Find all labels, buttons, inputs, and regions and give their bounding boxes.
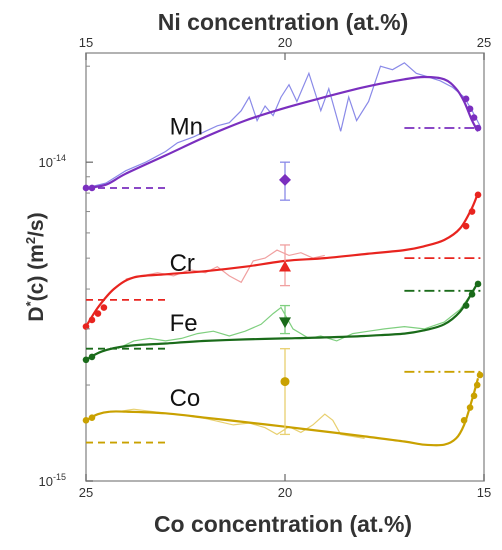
bottom-axis-title: Co concentration (at.%): [154, 511, 412, 537]
series-fe-fit-line: [85, 281, 479, 361]
y-axis-title-end: /s): [25, 212, 48, 237]
y-tick-label: 10-14: [39, 153, 66, 170]
series-co-exp-point: [280, 377, 290, 387]
plot-marks: Mn Cr Fe Co: [82, 62, 484, 447]
series-fe-end-point: [474, 280, 482, 288]
y-axis-title-sup2: 2: [23, 237, 38, 244]
series-mn-exp-point: [279, 173, 291, 186]
series-mn-end-point: [470, 114, 478, 121]
y-axis-title-sup: *: [23, 300, 38, 306]
series-cr-end-point: [474, 191, 482, 199]
axis-ticks: 25 20 15 15 20 25 10-15 10-14: [39, 35, 492, 500]
series-co-end-point: [82, 417, 90, 424]
series-co-end-point: [476, 371, 484, 379]
series-mn-end-point: [88, 184, 96, 192]
series-fe-end-point: [82, 356, 90, 364]
series-cr-end-point: [100, 304, 108, 311]
series-cr-exp-point: [279, 260, 291, 272]
x-top-tick-label: 15: [79, 35, 93, 50]
series-co-end-point: [470, 392, 478, 400]
series-co-fit-line: [85, 377, 480, 447]
series-fe: Fe: [82, 280, 484, 364]
series-cr-end-point: [82, 323, 90, 330]
series-cr: Cr: [82, 191, 484, 330]
series-mn: Mn: [82, 62, 484, 201]
x-bottom-tick-label: 20: [278, 485, 292, 500]
series-mn-end-point: [474, 124, 482, 132]
series-mn-raw-line: [85, 62, 481, 189]
series-cr-end-point: [468, 208, 476, 215]
series-mn-end-point: [462, 95, 470, 103]
series-mn-fit-line: [85, 75, 479, 190]
series-fe-end-point: [468, 291, 476, 298]
series-cr-end-point: [462, 222, 470, 230]
series-fe-end-point: [462, 302, 470, 309]
series-mn-end-point: [466, 105, 474, 113]
series-mn-end-point: [82, 184, 90, 192]
x-bottom-tick-label: 15: [477, 485, 491, 500]
series-cr-fit-line: [85, 192, 480, 328]
y-axis-title: D*(c) (m2/s): [23, 212, 48, 321]
series-co-end-point: [473, 381, 481, 389]
top-axis-title: Ni concentration (at.%): [158, 9, 408, 35]
x-top-tick-label: 25: [477, 35, 491, 50]
series-fe-label: Fe: [170, 310, 198, 337]
series-co-end-point: [460, 417, 468, 424]
series-cr-end-point: [88, 316, 96, 324]
y-axis-title-main: D: [25, 306, 48, 321]
series-co-end-point: [88, 414, 96, 421]
x-top-tick-label: 20: [278, 35, 292, 50]
series-co: Co: [82, 348, 484, 447]
y-tick-label: 10-15: [39, 472, 66, 489]
series-mn-label: Mn: [170, 114, 203, 141]
series-cr-end-point: [94, 310, 102, 317]
series-co-end-point: [466, 404, 474, 411]
series-co-label: Co: [170, 385, 201, 412]
y-axis-title-rest: (c) (m: [25, 244, 48, 301]
series-cr-label: Cr: [170, 250, 195, 277]
series-fe-end-point: [88, 353, 96, 361]
series-fe-exp-point: [279, 317, 291, 329]
series-cr-raw-line: [125, 249, 325, 284]
x-bottom-tick-label: 25: [79, 485, 93, 500]
